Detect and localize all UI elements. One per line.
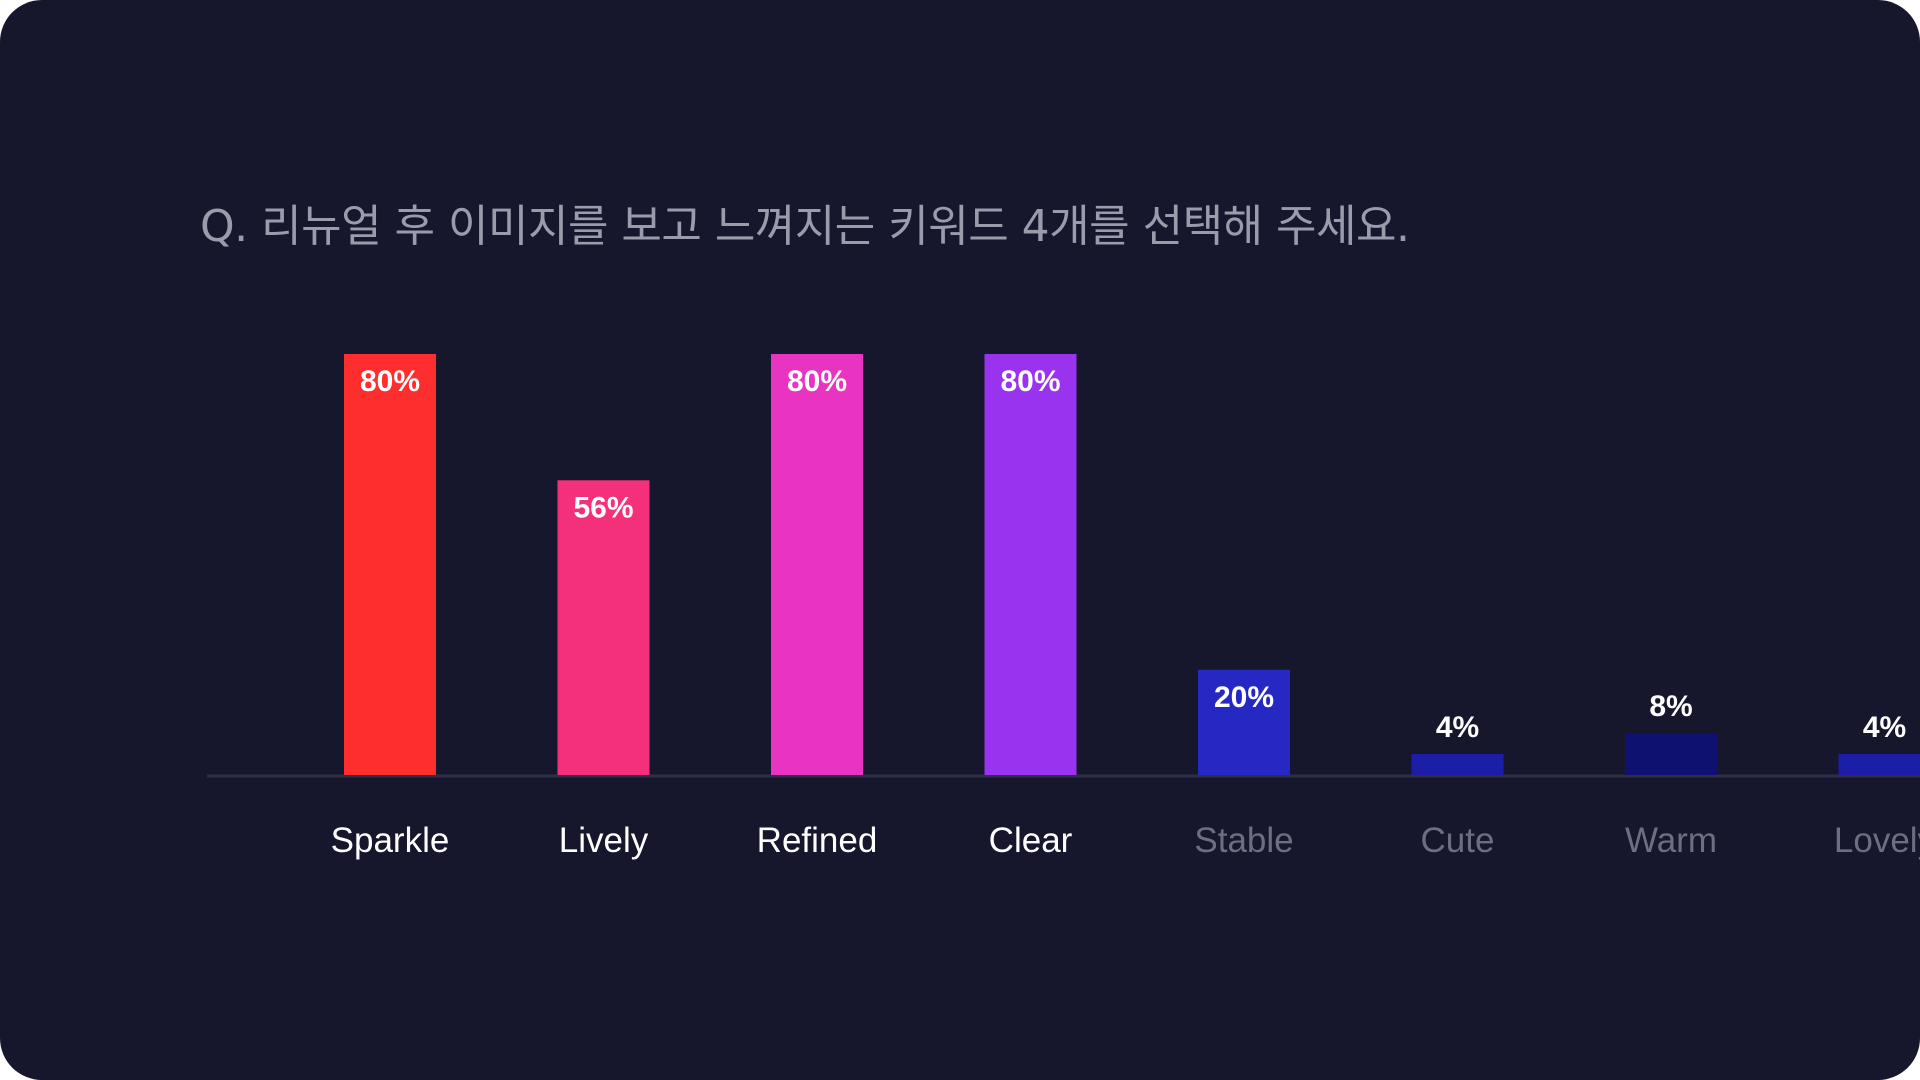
category-label: Sparkle <box>331 821 450 860</box>
bar-group-lovely: 4% Lovely <box>1834 711 1920 860</box>
bar <box>771 354 863 775</box>
bar-value-label: 80% <box>1000 365 1060 398</box>
category-label: Refined <box>757 821 878 860</box>
bar <box>1625 732 1717 775</box>
category-label: Warm <box>1625 821 1717 860</box>
bar-group-stable: 20% Stable <box>1194 669 1294 860</box>
bar-group-cute: 4% Cute <box>1411 711 1504 860</box>
category-label: Lively <box>559 821 649 860</box>
bar-value-label: 80% <box>787 365 847 398</box>
chart-question: Q. 리뉴얼 후 이미지를 보고 느껴지는 키워드 4개를 선택해 주세요. <box>200 201 1410 252</box>
bar <box>1411 753 1504 775</box>
category-label: Clear <box>989 821 1073 860</box>
bar <box>557 480 650 775</box>
category-label: Lovely <box>1834 821 1920 860</box>
bar-group-clear: 80% Clear <box>984 354 1077 860</box>
bar <box>344 354 436 775</box>
bar <box>1838 753 1920 775</box>
bar-value-label: 4% <box>1436 711 1479 744</box>
bar <box>1198 669 1290 775</box>
bar-value-label: 8% <box>1649 690 1692 723</box>
category-label: Stable <box>1194 821 1293 860</box>
bar-group-sparkle: 80% Sparkle <box>331 354 450 860</box>
bar <box>984 354 1077 775</box>
bar-value-label: 20% <box>1214 681 1274 714</box>
bar-group-refined: 80% Refined <box>757 354 878 860</box>
bar-value-label: 80% <box>360 365 420 398</box>
bar-group-lively: 56% Lively <box>557 480 650 860</box>
category-label: Cute <box>1421 821 1495 860</box>
bar-value-label: 4% <box>1863 711 1906 744</box>
bar-value-label: 56% <box>573 491 633 524</box>
bar-group-warm: 8% Warm <box>1625 690 1717 860</box>
